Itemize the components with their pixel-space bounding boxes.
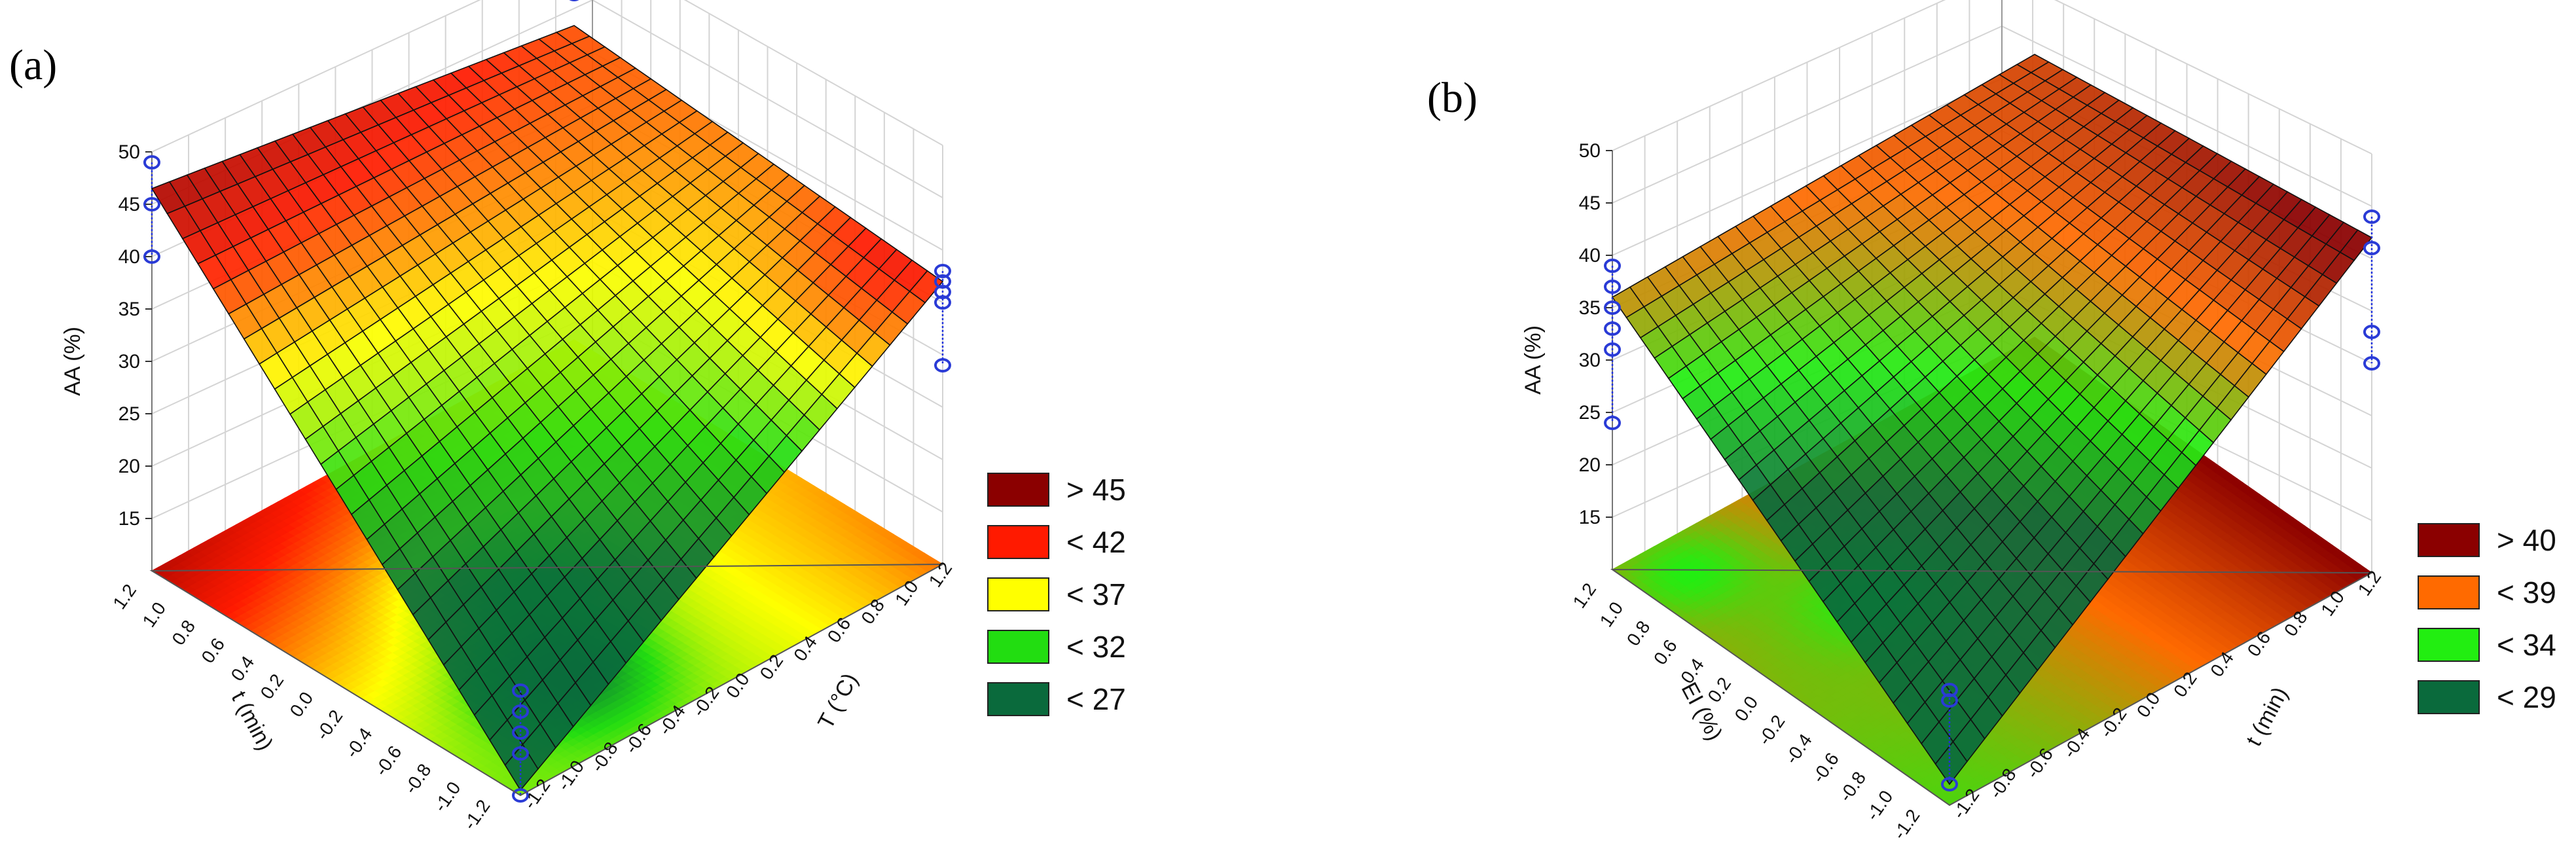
z-tick-label: 15 — [118, 508, 140, 530]
observed-point — [512, 746, 529, 761]
legend-swatch — [987, 630, 1049, 664]
legend-swatch — [987, 473, 1049, 507]
z-axis: 50 45 40 35 30 25 20 15 AA (%) — [60, 141, 152, 530]
z-tick-label: 35 — [118, 299, 140, 320]
z-tick-label: 30 — [118, 351, 140, 372]
x-tick-label: -0.2 — [312, 706, 346, 744]
legend-item: < 42 — [987, 516, 1126, 568]
observed-point — [143, 197, 160, 211]
floor-edge — [149, 564, 943, 797]
wall-gridline — [1612, 0, 2372, 154]
legend-label: < 42 — [1066, 525, 1126, 559]
x-tick-label: -1.2 — [460, 796, 494, 833]
legend-item: < 37 — [987, 568, 1126, 621]
legend-item: > 45 — [987, 463, 1126, 516]
x-tick-label: -1.0 — [430, 778, 465, 815]
panel-label-a: (a) — [9, 41, 58, 89]
panel-a: (a) 50 45 40 35 30 25 20 15 AA (%) 1.2 1.0 0.8 0.6 0.… — [9, 0, 1126, 833]
x-tick-label: -0.8 — [401, 760, 435, 797]
observed-point — [934, 358, 951, 372]
x-tick-label: 0.8 — [168, 616, 200, 649]
legend-label: > 45 — [1066, 473, 1126, 507]
panel-b: (b) 50 45 40 35 30 25 20 15 AA (%) 1.2 1.0 0.8 0.6 0.… — [1288, 0, 2576, 853]
x-tick-label: -0.6 — [371, 742, 405, 779]
legend-item: < 27 — [987, 673, 1126, 725]
z-tick-label: 40 — [118, 246, 140, 268]
z-axis-title: AA (%) — [60, 327, 85, 396]
observed-points — [143, 0, 951, 803]
legend-item: < 32 — [987, 621, 1126, 673]
y-axis-title: T (°C) — [813, 669, 863, 733]
wall-gridline — [151, 0, 943, 153]
legend-swatch — [987, 525, 1049, 559]
x-tick-label: 1.2 — [109, 581, 140, 613]
z-tick-label: 25 — [118, 403, 140, 425]
observed-point — [512, 683, 529, 698]
legend-label: < 32 — [1066, 630, 1126, 664]
observed-point — [143, 155, 160, 170]
z-tick-label: 20 — [118, 456, 140, 477]
response-surface — [151, 25, 944, 791]
surface-plot-a: 50 45 40 35 30 25 20 15 AA (%) 1.21.00.80.60.40.2… — [60, 0, 956, 833]
z-tick-label: 45 — [118, 194, 140, 215]
x-tick-label: 0.0 — [286, 688, 317, 721]
x-tick-label: 0.4 — [227, 652, 259, 685]
observed-point — [934, 295, 951, 310]
legend-swatch — [987, 682, 1049, 716]
x-tick-label: 0.6 — [198, 634, 229, 667]
legend-swatch — [987, 577, 1049, 611]
panel-label-b: (b) — [1427, 74, 1478, 122]
x-tick-label: -0.4 — [341, 724, 376, 761]
observed-point — [512, 788, 529, 803]
z-tick-label: 50 — [118, 141, 140, 163]
x-tick-label: 0.2 — [257, 670, 288, 703]
observed-point — [512, 704, 529, 719]
legend-label: < 37 — [1066, 577, 1126, 611]
legend-a: > 45 < 42 < 37 < 32 < 27 — [987, 463, 1126, 725]
observed-point — [143, 249, 160, 264]
legend-label: < 27 — [1066, 682, 1126, 716]
observed-point — [512, 725, 529, 740]
x-tick-label: 1.0 — [138, 598, 170, 631]
